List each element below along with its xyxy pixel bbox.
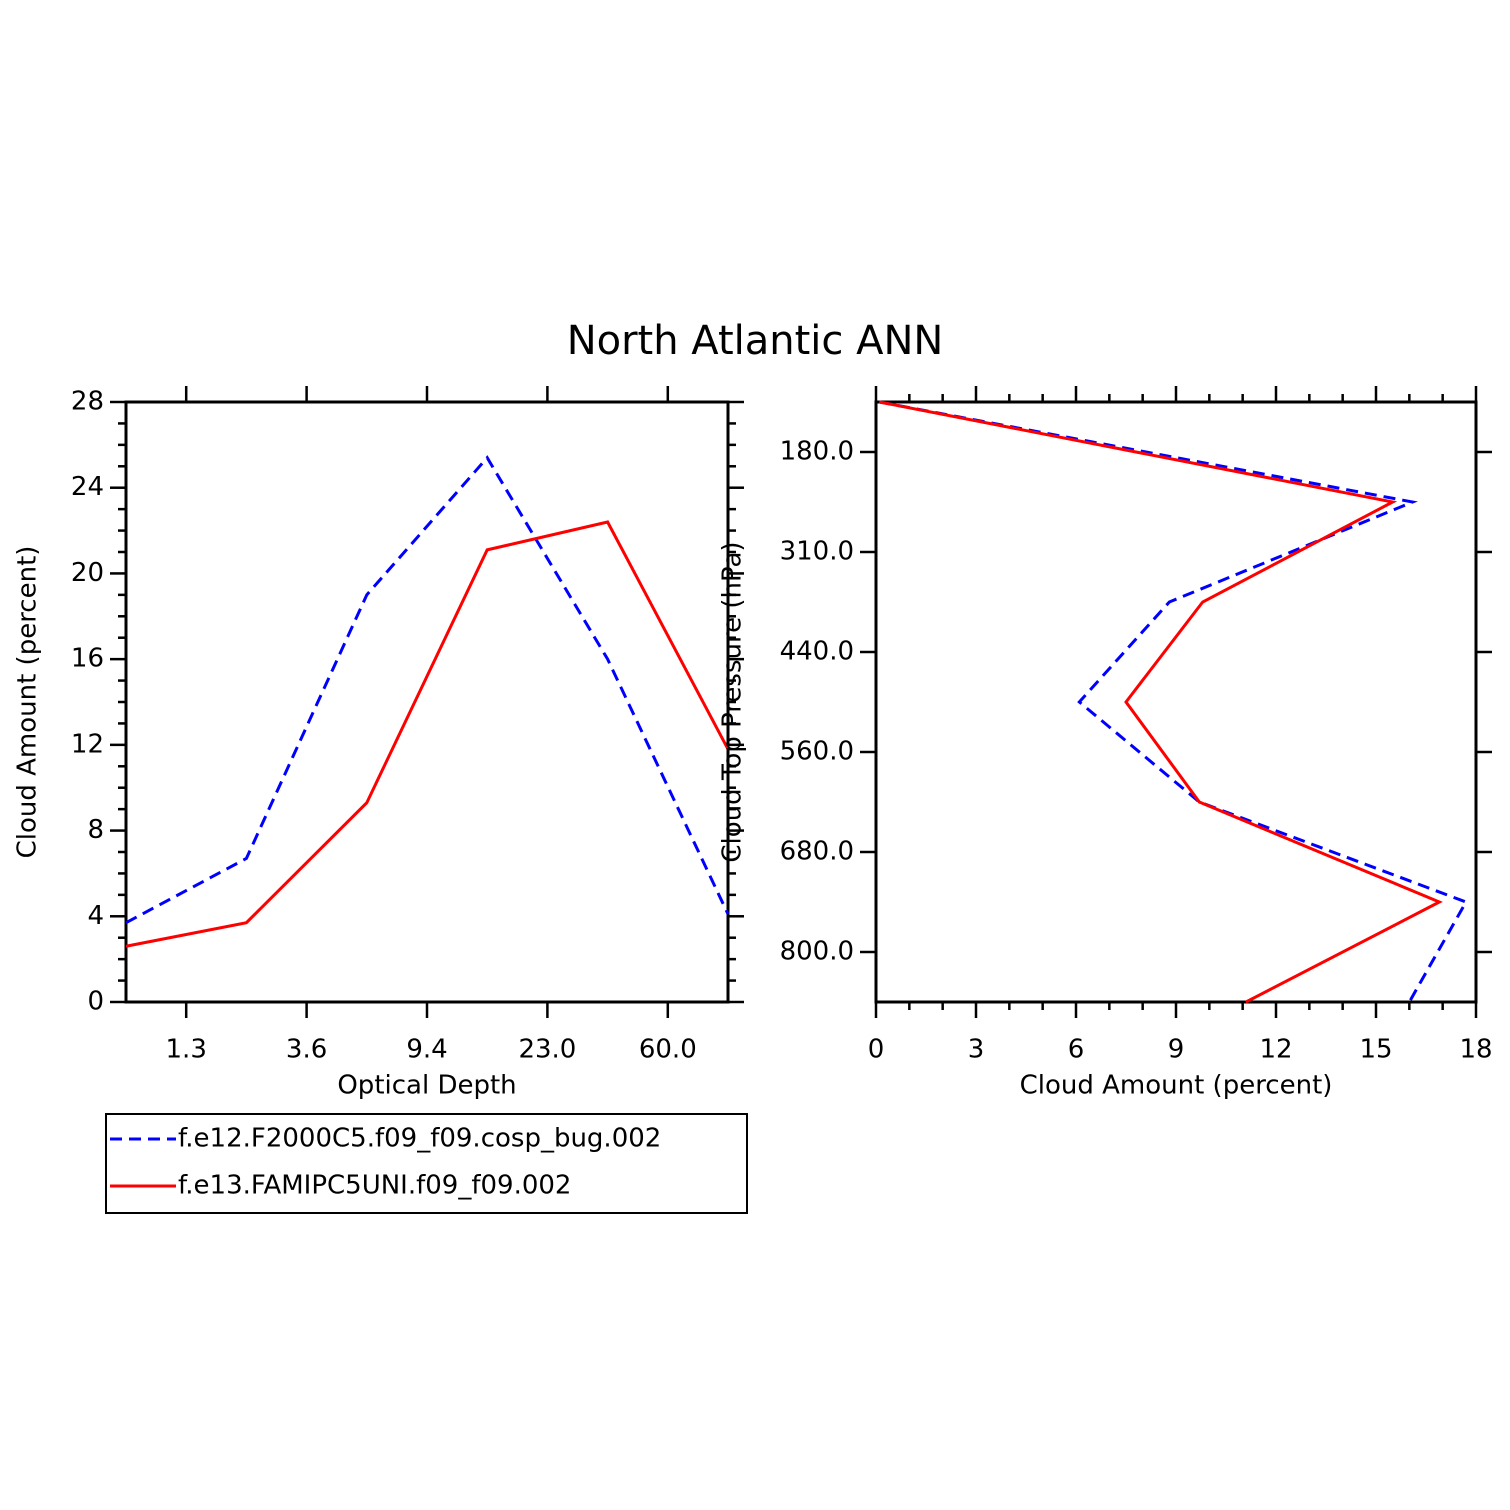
x-tick-label: 15 bbox=[1359, 1035, 1392, 1065]
y-tick-label: 4 bbox=[87, 901, 104, 931]
y-tick-label: 24 bbox=[71, 472, 104, 502]
x-tick-label: 12 bbox=[1259, 1035, 1292, 1065]
y-axis-label: Cloud Amount (percent) bbox=[13, 546, 43, 859]
legend-box bbox=[105, 1113, 748, 1214]
x-tick-label: 1.3 bbox=[166, 1035, 207, 1065]
y-tick-label: 8 bbox=[87, 815, 104, 845]
x-axis-label: Optical Depth bbox=[337, 1071, 516, 1101]
series-line bbox=[125, 520, 730, 948]
y-tick-label: 180.0 bbox=[780, 437, 854, 467]
x-tick-label: 18 bbox=[1459, 1035, 1492, 1065]
x-tick-label: 9 bbox=[1168, 1035, 1185, 1065]
x-tick-label: 23.0 bbox=[518, 1035, 576, 1065]
x-axis-label: Cloud Amount (percent) bbox=[1020, 1071, 1333, 1101]
plot-frame bbox=[124, 400, 730, 1004]
x-tick-label: 60.0 bbox=[639, 1035, 697, 1065]
y-tick-label: 560.0 bbox=[780, 737, 854, 767]
y-tick-label: 800.0 bbox=[780, 937, 854, 967]
title: North Atlantic ANN bbox=[567, 318, 944, 364]
x-tick-label: 9.4 bbox=[406, 1035, 447, 1065]
y-tick-label: 12 bbox=[71, 729, 104, 759]
y-tick-label: 20 bbox=[71, 558, 104, 588]
plot-frame bbox=[874, 400, 1478, 1004]
y-tick-label: 28 bbox=[71, 387, 104, 417]
x-tick-label: 0 bbox=[868, 1035, 885, 1065]
series-line bbox=[879, 400, 1469, 1003]
y-tick-label: 0 bbox=[87, 987, 104, 1017]
y-tick-label: 16 bbox=[71, 644, 104, 674]
series-line bbox=[879, 400, 1443, 1004]
series-line bbox=[125, 455, 730, 925]
y-tick-label: 680.0 bbox=[780, 837, 854, 867]
x-tick-label: 3.6 bbox=[286, 1035, 327, 1065]
y-tick-label: 440.0 bbox=[780, 637, 854, 667]
x-tick-label: 6 bbox=[1068, 1035, 1085, 1065]
legend-label: f.e12.F2000C5.f09_f09.cosp_bug.002 bbox=[178, 1124, 661, 1154]
y-tick-label: 310.0 bbox=[780, 537, 854, 567]
y-axis-label: Cloud Top Pressure (hPa) bbox=[718, 541, 748, 862]
x-tick-label: 3 bbox=[968, 1035, 985, 1065]
legend-label: f.e13.FAMIPC5UNI.f09_f09.002 bbox=[178, 1171, 571, 1201]
